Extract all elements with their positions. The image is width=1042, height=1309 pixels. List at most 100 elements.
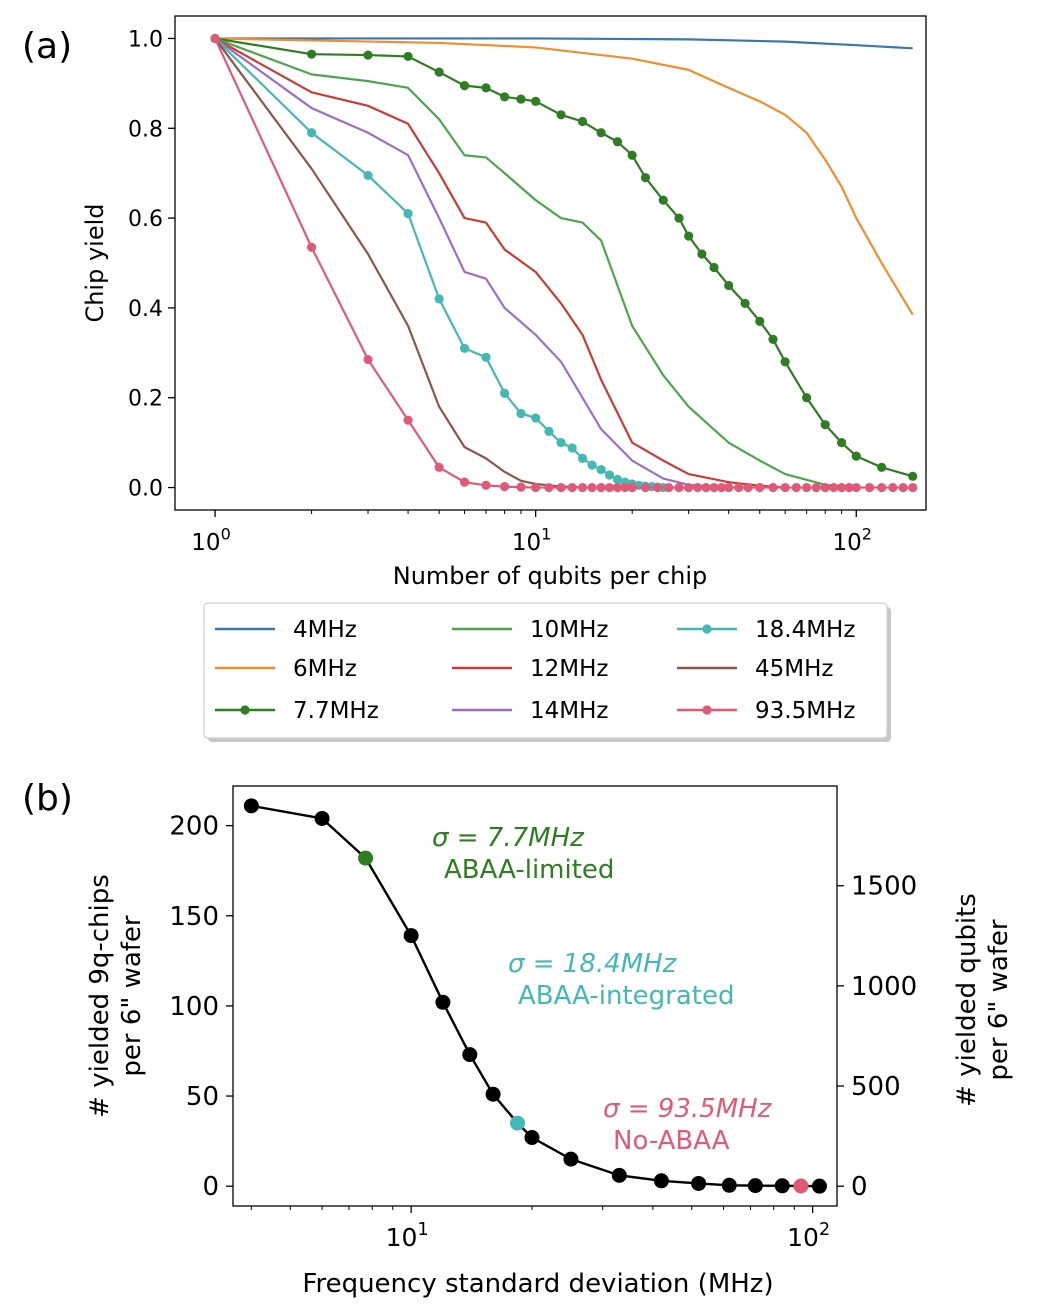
series-point-93.5MHz	[820, 482, 830, 493]
panel-b-series	[243, 798, 827, 1194]
legend-label-4MHz: 4MHz	[293, 617, 357, 643]
x-tick-label: 101	[512, 525, 552, 556]
y-tick-label: 200	[169, 812, 219, 842]
yield-point	[435, 994, 451, 1010]
series-point-93.5MHz	[780, 482, 790, 493]
panel-b-ylabel-line2: per 6" wafer	[117, 915, 147, 1077]
series-point-7.7MHz	[459, 81, 470, 91]
series-point-93.5MHz	[499, 482, 510, 492]
series-line-45MHz	[214, 37, 593, 489]
series-point-93.5MHz	[577, 482, 588, 493]
series-point-7.7MHz	[577, 116, 588, 127]
series-line-93.5MHz	[214, 37, 913, 489]
series-point-93.5MHz	[306, 242, 317, 252]
x-tick-label-base: 10	[386, 1223, 418, 1252]
panel-b-ylabel-line1: # yielded 9q-chips	[85, 874, 115, 1118]
panel-b-label: (b)	[22, 778, 73, 819]
series-point-7.7MHz	[802, 393, 812, 403]
series-point-18.4MHz	[556, 438, 566, 448]
series-point-93.5MHz	[802, 482, 812, 493]
series-point-93.5MHz	[724, 482, 734, 493]
yield-point	[524, 1130, 540, 1146]
series-point-18.4MHz	[481, 352, 491, 362]
series-point-7.7MHz	[908, 471, 918, 481]
yield-point	[563, 1151, 579, 1167]
series-point-7.7MHz	[697, 249, 707, 259]
panel-a-ylabel: Chip yield	[81, 203, 109, 322]
series-point-93.5MHz	[596, 482, 606, 493]
series-point-7.7MHz	[658, 195, 668, 205]
series-point-93.5MHz	[837, 482, 847, 493]
panel-a-plot	[174, 15, 927, 511]
series-point-93.5MHz	[755, 482, 765, 493]
series-point-93.5MHz	[403, 415, 413, 425]
series-point-7.7MHz	[531, 96, 541, 106]
series-point-7.7MHz	[481, 83, 491, 93]
series-point-7.7MHz	[837, 438, 847, 448]
series-point-93.5MHz	[864, 482, 875, 493]
panel-a-frame	[174, 15, 927, 511]
y-tick-label: 0.4	[128, 297, 163, 322]
annotation-sigma: σ = 18.4MHz	[508, 949, 678, 979]
y-tick-label: 0.8	[128, 117, 163, 142]
series-line-4MHz	[215, 37, 913, 50]
y-tick-label: 50	[186, 1082, 219, 1112]
series-point-93.5MHz	[516, 482, 526, 492]
series-point-93.5MHz	[693, 482, 703, 493]
yield-point-highlight	[358, 850, 374, 866]
series-point-93.5MHz	[743, 482, 753, 493]
x-tick-label-exp: 0	[221, 525, 231, 544]
series-point-93.5MHz	[664, 482, 674, 493]
legend-label-6MHz: 6MHz	[293, 656, 357, 682]
x-tick-label-base: 10	[191, 530, 220, 556]
annotation-sigma-unit: MHz	[716, 1094, 773, 1124]
series-point-7.7MHz	[755, 316, 765, 326]
series-point-18.4MHz	[516, 408, 526, 419]
series-point-7.7MHz	[363, 50, 373, 60]
series-point-18.4MHz	[459, 343, 470, 353]
yield-point	[691, 1175, 707, 1191]
yield-point	[721, 1177, 737, 1193]
x-tick-label: 102	[787, 1220, 830, 1252]
series-point-18.4MHz	[544, 426, 554, 437]
x-tick-label: 101	[386, 1220, 429, 1252]
y2-tick-label: 0	[851, 1172, 868, 1202]
series-point-18.4MHz	[596, 464, 606, 475]
series-point-18.4MHz	[434, 294, 444, 304]
series-point-18.4MHz	[403, 209, 413, 219]
series-point-7.7MHz	[596, 128, 606, 138]
panel-b-xlabel: Frequency standard deviation (MHz)	[302, 1269, 773, 1299]
panel-b-x-ticks: 101 102	[250, 1206, 830, 1252]
series-point-93.5MHz	[612, 482, 623, 493]
series-line-14MHz	[214, 37, 729, 489]
series-point-93.5MHz	[459, 477, 470, 487]
yield-point	[462, 1047, 478, 1063]
panel-a-x-ticks: 100 101 102	[191, 510, 872, 556]
series-point-7.7MHz	[612, 137, 623, 147]
series-point-18.4MHz	[531, 413, 541, 423]
legend-marker-18.4MHz	[702, 624, 712, 634]
series-point-18.4MHz	[567, 443, 577, 453]
series-point-93.5MHz	[811, 482, 821, 493]
series-point-7.7MHz	[709, 262, 719, 273]
annotation-desc: No-ABAA	[613, 1126, 730, 1156]
yield-point	[403, 928, 419, 944]
series-point-93.5MHz	[888, 482, 898, 493]
x-tick-label-base: 10	[787, 1223, 819, 1252]
y2-tick-label: 1500	[851, 872, 917, 902]
y-tick-label: 100	[169, 992, 219, 1022]
x-tick-label-base: 10	[833, 530, 862, 556]
series-line-10MHz	[214, 37, 857, 489]
series-point-7.7MHz	[306, 49, 317, 59]
series-point-93.5MHz	[620, 482, 630, 493]
series-point-7.7MHz	[403, 51, 413, 62]
annotation-sigma: σ = 7.7MHz	[432, 823, 585, 853]
series-point-93.5MHz	[363, 354, 373, 365]
series-point-93.5MHz	[481, 480, 491, 490]
panel-b-plot	[232, 785, 838, 1207]
series-point-93.5MHz	[567, 482, 577, 493]
series-point-7.7MHz	[740, 298, 750, 309]
yield-point	[811, 1178, 827, 1194]
series-point-93.5MHz	[768, 482, 778, 493]
